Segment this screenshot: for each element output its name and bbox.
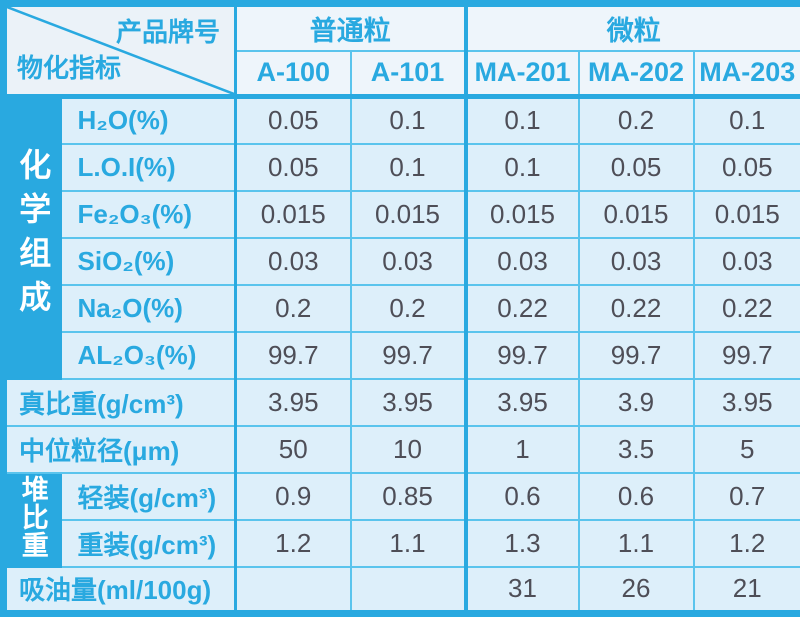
value-cell: 3.95 — [234, 377, 352, 427]
col-header-a100: A-100 — [234, 49, 352, 99]
value-cell: 0.9 — [234, 471, 352, 521]
value-cell: 5 — [692, 424, 800, 474]
value-cell: 0.03 — [234, 236, 352, 286]
value-cell: 0.015 — [234, 189, 352, 239]
value-cell: 0.05 — [692, 142, 800, 192]
value-cell: 0.22 — [463, 283, 580, 333]
value-cell: 0.2 — [234, 283, 352, 333]
value-cell: 0.05 — [577, 142, 695, 192]
row-label: 吸油量(ml/100g) — [2, 565, 237, 615]
row-label: 轻装(g/cm³) — [59, 471, 237, 521]
column-group-fine: 微粒 — [463, 2, 800, 52]
row-label: L.O.I(%) — [59, 142, 237, 192]
value-cell: 3.95 — [463, 377, 580, 427]
value-cell: 0.6 — [577, 471, 695, 521]
value-cell: 3.5 — [577, 424, 695, 474]
col-header-ma202: MA-202 — [577, 49, 695, 99]
value-cell: 3.95 — [692, 377, 800, 427]
value-cell: 0.7 — [692, 471, 800, 521]
value-cell: 99.7 — [692, 330, 800, 380]
table-row: Fe₂O₃(%) 0.015 0.015 0.015 0.015 0.015 — [4, 189, 800, 239]
value-cell: 0.05 — [234, 142, 352, 192]
value-cell: 0.2 — [577, 95, 695, 145]
value-cell: 1.1 — [349, 518, 467, 568]
table-row: SiO₂(%) 0.03 0.03 0.03 0.03 0.03 — [4, 236, 800, 286]
value-cell: 0.015 — [692, 189, 800, 239]
value-cell: 1.3 — [463, 518, 580, 568]
table-row: 重装(g/cm³) 1.2 1.1 1.3 1.1 1.2 — [4, 518, 800, 568]
value-cell: 99.7 — [463, 330, 580, 380]
value-cell: 0.85 — [349, 471, 467, 521]
row-label: Fe₂O₃(%) — [59, 189, 237, 239]
value-cell: 31 — [463, 565, 580, 615]
value-cell: 0.22 — [692, 283, 800, 333]
value-cell: 0.22 — [577, 283, 695, 333]
value-cell: 26 — [577, 565, 695, 615]
row-label: 重装(g/cm³) — [59, 518, 237, 568]
row-label: Na₂O(%) — [59, 283, 237, 333]
value-cell: 0.6 — [463, 471, 580, 521]
column-group-ordinary: 普通粒 — [234, 2, 467, 52]
row-label: H₂O(%) — [59, 95, 237, 145]
table-row: 中位粒径(μm) 50 10 1 3.5 5 — [2, 424, 800, 474]
row-label: AL₂O₃(%) — [59, 330, 237, 380]
value-cell: 0.03 — [692, 236, 800, 286]
diagonal-divider — [7, 7, 234, 94]
table-row: L.O.I(%) 0.05 0.1 0.1 0.05 0.05 — [4, 142, 800, 192]
row-label: 中位粒径(μm) — [2, 424, 237, 474]
table-row: AL₂O₃(%) 99.7 99.7 99.7 99.7 99.7 — [4, 330, 800, 380]
value-cell: 0.015 — [577, 189, 695, 239]
header-row-models: A-100 A-101 MA-201 MA-202 MA-203 — [4, 49, 800, 99]
corner-label-physchem-index: 物化指标 — [17, 53, 122, 83]
value-cell: 0.03 — [463, 236, 580, 286]
value-cell: 3.9 — [577, 377, 695, 427]
value-cell: 1.1 — [577, 518, 695, 568]
value-cell: 1.2 — [692, 518, 800, 568]
value-cell: 99.7 — [349, 330, 467, 380]
value-cell: 0.1 — [463, 95, 580, 145]
table-row: 真比重(g/cm³) 3.95 3.95 3.95 3.9 3.95 — [2, 377, 800, 427]
value-cell: 0.015 — [349, 189, 467, 239]
value-cell: 10 — [349, 424, 467, 474]
value-cell: 21 — [692, 565, 800, 615]
value-cell: 1.2 — [234, 518, 352, 568]
value-cell — [349, 565, 467, 615]
table-row: Na₂O(%) 0.2 0.2 0.22 0.22 0.22 — [4, 283, 800, 333]
col-header-a101: A-101 — [349, 49, 467, 99]
value-cell: 0.2 — [349, 283, 467, 333]
value-cell: 3.95 — [349, 377, 467, 427]
value-cell: 0.05 — [234, 95, 352, 145]
table-row: 吸油量(ml/100g) 31 26 21 — [2, 565, 800, 615]
value-cell: 1 — [463, 424, 580, 474]
value-cell: 50 — [234, 424, 352, 474]
value-cell: 0.1 — [463, 142, 580, 192]
corner-cell: 产品牌号 物化指标 — [2, 2, 237, 99]
col-header-ma203: MA-203 — [692, 49, 800, 99]
row-group-chemical-composition: 化学组成 — [2, 95, 62, 380]
row-group-bulk-density: 堆比重 — [2, 471, 62, 568]
value-cell: 0.03 — [577, 236, 695, 286]
table-row: 堆比重 轻装(g/cm³) 0.9 0.85 0.6 0.6 0.7 — [2, 471, 800, 568]
value-cell — [234, 565, 352, 615]
value-cell: 0.1 — [349, 95, 467, 145]
value-cell: 99.7 — [234, 330, 352, 380]
row-group-label: 堆比重 — [17, 475, 48, 559]
row-label: 真比重(g/cm³) — [2, 377, 237, 427]
value-cell: 99.7 — [577, 330, 695, 380]
col-header-ma201: MA-201 — [463, 49, 580, 99]
value-cell: 0.1 — [349, 142, 467, 192]
header-row-groups: 产品牌号 物化指标 普通粒 微粒 — [2, 2, 800, 99]
value-cell: 0.015 — [463, 189, 580, 239]
value-cell: 0.03 — [349, 236, 467, 286]
table-row: 化学组成 H₂O(%) 0.05 0.1 0.1 0.2 0.1 — [2, 95, 800, 380]
value-cell: 0.1 — [692, 95, 800, 145]
row-label: SiO₂(%) — [59, 236, 237, 286]
row-group-label: 化学组成 — [15, 147, 52, 324]
corner-label-product-brand: 产品牌号 — [115, 17, 220, 47]
